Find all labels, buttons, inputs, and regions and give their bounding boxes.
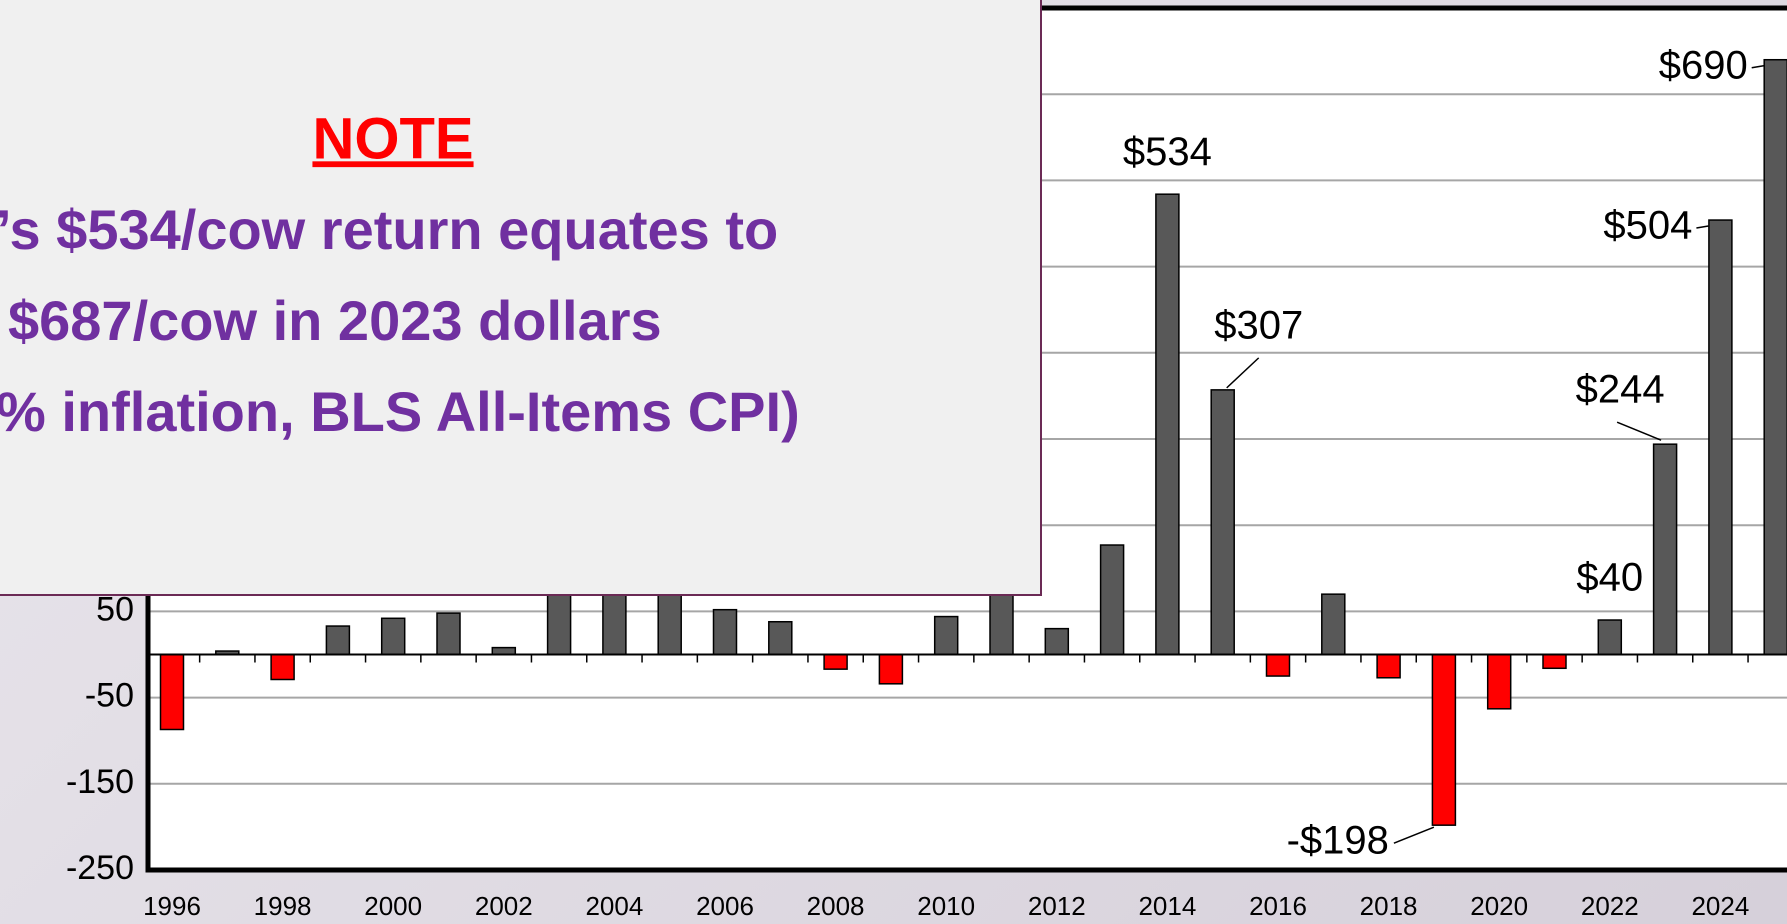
x-tick-label: 2006 — [696, 891, 754, 921]
note-background — [0, 0, 1042, 596]
bar — [1376, 653, 1401, 679]
bar — [1652, 443, 1678, 656]
bar — [325, 625, 351, 656]
bar — [823, 653, 848, 670]
bar — [1155, 193, 1180, 656]
x-tick-label: 1998 — [254, 891, 312, 921]
y-tick-label: 50 — [96, 590, 134, 628]
bar — [712, 608, 738, 656]
bar — [436, 612, 461, 656]
x-tick-label: 2020 — [1470, 891, 1528, 921]
data-label: $504 — [1603, 204, 1692, 248]
leader-line — [1751, 64, 1764, 69]
x-tick-label: 2010 — [917, 891, 975, 921]
bar — [878, 653, 904, 685]
x-tick-label: 2004 — [585, 891, 643, 921]
bar — [1044, 627, 1070, 656]
leader-line — [1696, 225, 1709, 229]
x-tick-label: 2022 — [1581, 891, 1639, 921]
data-label: $690 — [1659, 43, 1748, 87]
bar — [1321, 593, 1346, 656]
y-tick-label: -50 — [85, 677, 134, 715]
bar — [1708, 219, 1733, 656]
note-line: $687/cow in 2023 dollars — [8, 289, 662, 352]
data-label: $534 — [1123, 130, 1212, 174]
x-tick-label: 2016 — [1249, 891, 1307, 921]
leader-line — [1616, 421, 1662, 441]
bar — [1597, 619, 1623, 656]
leader-line — [1226, 357, 1260, 389]
bar — [491, 646, 517, 656]
x-tick-label: 1996 — [143, 891, 201, 921]
bar — [1210, 389, 1235, 656]
bar — [1486, 653, 1512, 710]
x-tick-label: 2000 — [364, 891, 422, 921]
leader-line — [1393, 826, 1435, 844]
x-tick-label: 2008 — [807, 891, 865, 921]
bar — [1099, 544, 1125, 656]
bar — [159, 653, 185, 731]
bar — [1542, 653, 1567, 670]
bar — [270, 653, 295, 681]
x-tick-label: 2024 — [1691, 891, 1749, 921]
data-label: -$198 — [1287, 819, 1389, 863]
note-line: % inflation, BLS All-Items CPI) — [0, 380, 800, 443]
note-title: NOTE — [312, 106, 473, 171]
data-label: $307 — [1214, 303, 1303, 347]
bar — [1265, 653, 1291, 677]
bar — [1763, 58, 1787, 656]
x-tick-label: 2014 — [1138, 891, 1196, 921]
x-tick-label: 2018 — [1360, 891, 1418, 921]
note-box: NOTE ’s $534/cow return equates to $687/… — [0, 0, 1042, 596]
x-tick-label: 2002 — [475, 891, 533, 921]
bar — [380, 617, 406, 656]
bar — [1431, 653, 1457, 826]
y-tick-label: -150 — [66, 763, 134, 801]
bar — [933, 615, 959, 656]
y-tick-label: -250 — [66, 849, 134, 887]
x-tick-label: 2012 — [1028, 891, 1086, 921]
data-label: $244 — [1576, 368, 1665, 412]
bar — [768, 620, 793, 656]
data-label: $40 — [1576, 556, 1643, 600]
note-line: ’s $534/cow return equates to — [0, 198, 778, 261]
